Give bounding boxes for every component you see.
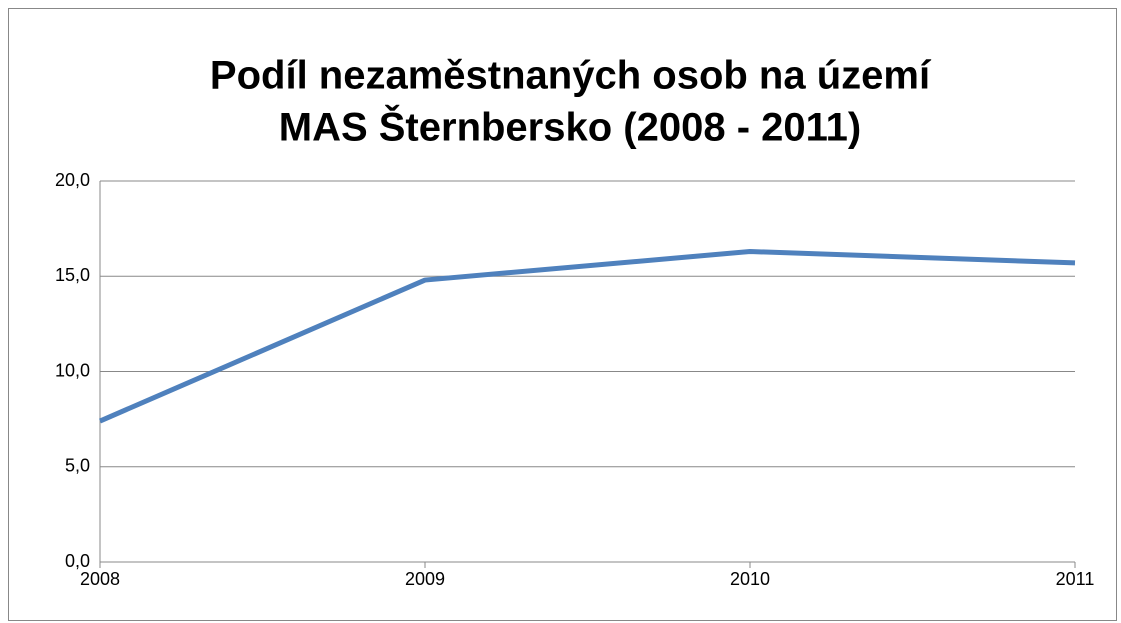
data-line [99,248,1076,424]
chart-title: Podíl nezaměstnaných osob na území [210,54,932,98]
x-tick-label: 2008 [80,569,120,589]
y-tick-label: 5,0 [65,456,90,476]
chart-title: MAS Šternbersko (2008 - 2011) [279,104,861,150]
y-tick-label: 20,0 [55,170,90,190]
x-tick-label: 2010 [730,569,770,589]
x-tick-label: 2009 [405,569,445,589]
x-tick-label: 2011 [1056,569,1095,589]
y-tick-label: 10,0 [55,360,90,380]
chart-frame [8,8,1117,621]
y-tick-label: 15,0 [55,265,90,285]
y-tick-label: 0,0 [65,551,90,571]
